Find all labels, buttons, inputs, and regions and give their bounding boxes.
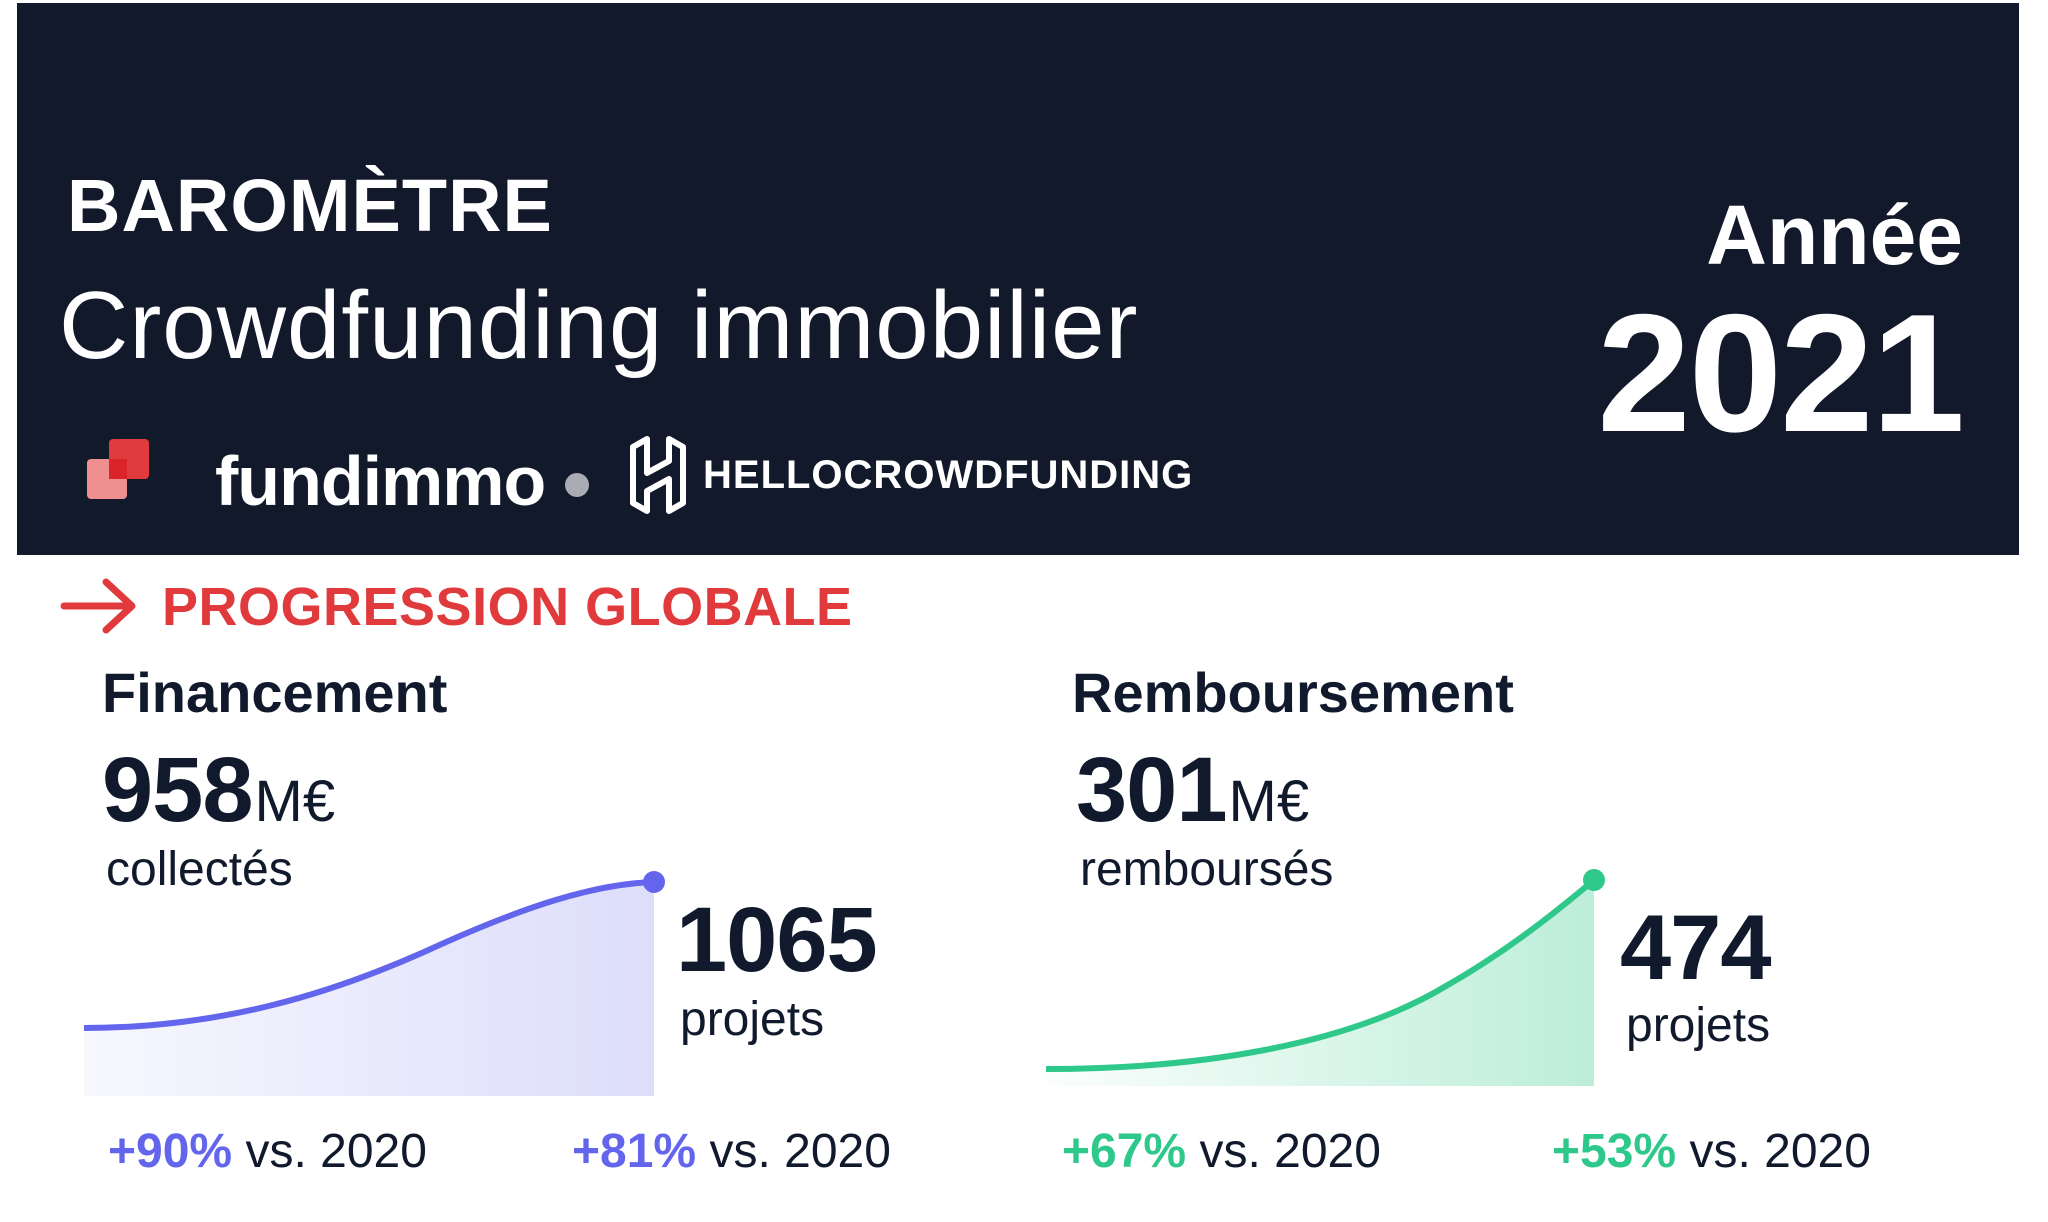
header-banner: BAROMÈTRE Crowdfunding immobilier Année … — [17, 3, 2019, 555]
financement-caption: collectés — [106, 843, 293, 896]
remboursement-amount-value: 301 — [1076, 739, 1227, 841]
financement-amount-change: +90% vs. 2020 — [108, 1124, 427, 1179]
remboursement-projects-pct: +53% — [1552, 1125, 1677, 1178]
financement-projects-pct: +81% — [572, 1125, 697, 1178]
remboursement-amount-pct: +67% — [1062, 1125, 1187, 1178]
remboursement-amount-change: +67% vs. 2020 — [1062, 1124, 1381, 1179]
remboursement-trend-end-point — [1583, 869, 1605, 891]
financement-amount: 958M€ — [102, 738, 335, 843]
financement-projects-value: 1065 — [676, 889, 878, 991]
remboursement-amount-unit: M€ — [1228, 769, 1310, 834]
remboursement-projects-comparison: vs. 2020 — [1689, 1125, 1871, 1178]
remboursement-trend-area — [1046, 880, 1594, 1086]
financement-title: Financement — [102, 661, 448, 724]
remboursement-projects-value: 474 — [1620, 897, 1771, 999]
year-label: Année — [1706, 188, 1963, 282]
kicker-title: BAROMÈTRE — [67, 164, 553, 247]
financement-amount-comparison: vs. 2020 — [245, 1125, 427, 1178]
financement-projects-change: +81% vs. 2020 — [572, 1124, 891, 1179]
remboursement-amount-comparison: vs. 2020 — [1199, 1125, 1381, 1178]
financement-trend-chart — [84, 871, 665, 1096]
headline-title: Crowdfunding immobilier — [59, 272, 1139, 379]
hellocrowdfunding-logo-icon — [630, 436, 686, 514]
remboursement-amount: 301M€ — [1076, 738, 1309, 843]
hellocrowdfunding-wordmark: HELLOCROWDFUNDING — [703, 453, 1194, 497]
remboursement-trend-line — [1046, 877, 1597, 1072]
financement-trend-line — [84, 879, 657, 1031]
fundimmo-logo-icon — [87, 439, 149, 499]
financement-projects-label: projets — [680, 993, 825, 1046]
remboursement-caption: remboursés — [1080, 843, 1334, 896]
financement-trend-area — [84, 882, 654, 1096]
financement-trend-end-point — [643, 871, 665, 893]
financement-amount-pct: +90% — [108, 1125, 233, 1178]
year-value: 2021 — [1597, 279, 1965, 467]
partner-logos: fundimmo HELLOCROWDFUNDING — [67, 433, 1267, 523]
fundimmo-wordmark: fundimmo — [215, 442, 546, 520]
remboursement-title: Remboursement — [1072, 661, 1514, 724]
remboursement-trend-chart — [1046, 869, 1605, 1086]
section-title: PROGRESSION GLOBALE — [162, 577, 853, 637]
financement-projects-comparison: vs. 2020 — [709, 1125, 891, 1178]
remboursement-projects-label: projets — [1626, 999, 1771, 1052]
financement-amount-value: 958 — [102, 739, 253, 841]
section-heading: PROGRESSION GLOBALE — [60, 570, 960, 640]
remboursement-projects-change: +53% vs. 2020 — [1552, 1124, 1871, 1179]
separator-dot — [565, 473, 589, 497]
arrow-right-icon — [60, 578, 136, 634]
financement-amount-unit: M€ — [254, 769, 336, 834]
